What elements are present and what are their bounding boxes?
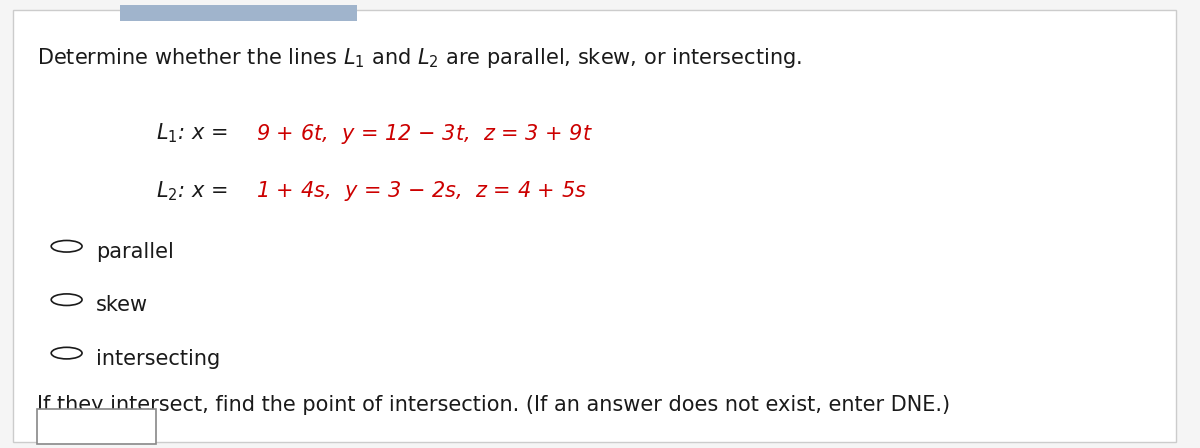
Text: parallel: parallel	[96, 242, 174, 262]
Text: Determine whether the lines $L_1$ and $L_2$ are parallel, skew, or intersecting.: Determine whether the lines $L_1$ and $L…	[37, 46, 802, 70]
Text: $L_1$: x =: $L_1$: x =	[156, 121, 229, 145]
FancyBboxPatch shape	[37, 409, 156, 444]
FancyBboxPatch shape	[13, 10, 1176, 442]
Text: 9 + 6$t$,  $y$ = 12 $-$ 3$t$,  $z$ = 3 + 9$t$: 9 + 6$t$, $y$ = 12 $-$ 3$t$, $z$ = 3 + 9…	[257, 121, 594, 146]
FancyBboxPatch shape	[120, 4, 358, 22]
Text: skew: skew	[96, 295, 149, 315]
Text: If they intersect, find the point of intersection. (If an answer does not exist,: If they intersect, find the point of int…	[37, 396, 950, 415]
Text: 1 + 4$s$,  $y$ = 3 $-$ 2$s$,  $z$ = 4 + 5$s$: 1 + 4$s$, $y$ = 3 $-$ 2$s$, $z$ = 4 + 5$…	[257, 180, 587, 203]
Text: $L_2$: x =: $L_2$: x =	[156, 180, 229, 203]
Text: intersecting: intersecting	[96, 349, 221, 369]
